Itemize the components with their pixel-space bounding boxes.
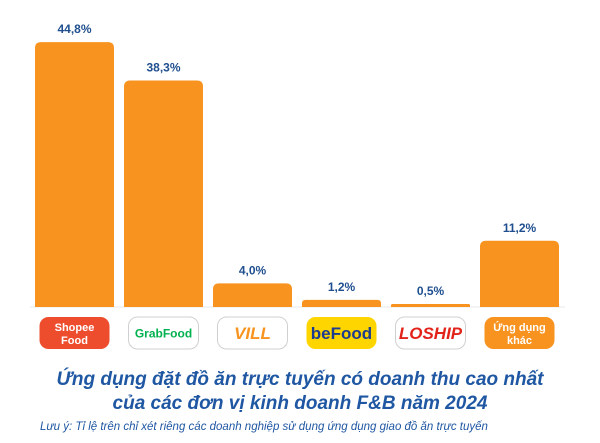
befood-logo: beFood [306,317,377,349]
vill-logo-text: VILL [234,324,271,343]
value-label-grabfood: 38,3% [146,61,180,75]
bar-befood [302,299,381,307]
value-label-vill: 4,0% [239,263,267,277]
vill-logo: VILL [217,316,288,350]
loship-logo-text: LOSHIP [399,324,463,343]
shopeefood-logo-text: Shopee [55,322,95,334]
bar-shopeefood [35,42,114,308]
befood-logo-text: beFood [311,324,372,343]
value-label-loship: 0,5% [417,284,445,298]
chart-note: Lưu ý: Tỉ lệ trên chỉ xét riêng các doan… [40,421,488,433]
value-label-shopeefood: 44,8% [57,22,91,36]
loship-logo: LOSHIP [395,316,466,350]
grabfood-logo: GrabFood [128,316,199,350]
value-label-befood: 1,2% [328,280,356,294]
chart-subtitle: của các đơn vị kinh doanh F&B năm 2024 [112,393,488,414]
other-apps-logo-text: khác [507,335,532,347]
bar-loship [391,304,470,307]
value-label-other-apps: 11,2% [503,221,537,235]
grabfood-logo-text: GrabFood [135,326,192,340]
bar-grabfood [124,80,203,308]
chart-title: Ứng dụng đặt đồ ăn trực tuyến có doanh t… [56,369,544,390]
shopeefood-logo-text: Food [61,335,88,347]
other-apps-logo-text: Ứng dụng [493,321,546,334]
bar-other-apps [480,240,559,307]
bar-vill [213,283,292,307]
